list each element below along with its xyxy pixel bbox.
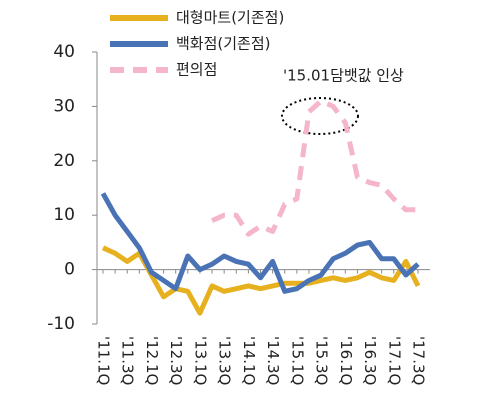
legend-label: 대형마트(기존점): [176, 9, 284, 27]
x-tick-label: '14.1Q: [240, 336, 258, 385]
annotation: '15.01담뱃값 인상: [283, 67, 404, 85]
x-tick-label: '11.3Q: [119, 336, 137, 385]
y-tick-label: 30: [53, 96, 75, 116]
x-tick-label: '16.3Q: [361, 336, 379, 385]
x-tick-label: '16.1Q: [337, 336, 355, 385]
x-tick-label: '17.1Q: [385, 336, 403, 385]
y-tick-label: 40: [53, 42, 75, 62]
x-tick-label: '13.1Q: [191, 336, 209, 385]
y-tick-label: 10: [53, 205, 75, 225]
legend-label: 백화점(기존점): [176, 35, 271, 53]
x-tick-label: '11.1Q: [95, 336, 113, 385]
x-tick-label: '12.1Q: [143, 336, 161, 385]
y-tick-label: 20: [53, 151, 75, 171]
y-tick-label: -10: [47, 314, 75, 334]
series-line: [100, 192, 420, 294]
x-tick-label: '17.3Q: [410, 336, 428, 385]
annotation-ellipse: [281, 97, 359, 135]
series-line: [101, 245, 421, 316]
legend-label: 편의점: [176, 61, 217, 79]
x-tick-label: '13.3Q: [216, 336, 234, 385]
x-tick-label: '12.3Q: [167, 336, 185, 385]
y-tick-label: 0: [64, 260, 75, 280]
x-tick-label: '15.3Q: [313, 336, 331, 385]
x-tick-label: '15.1Q: [288, 336, 306, 385]
series-line: [211, 98, 418, 237]
x-tick-label: '14.3Q: [264, 336, 282, 385]
